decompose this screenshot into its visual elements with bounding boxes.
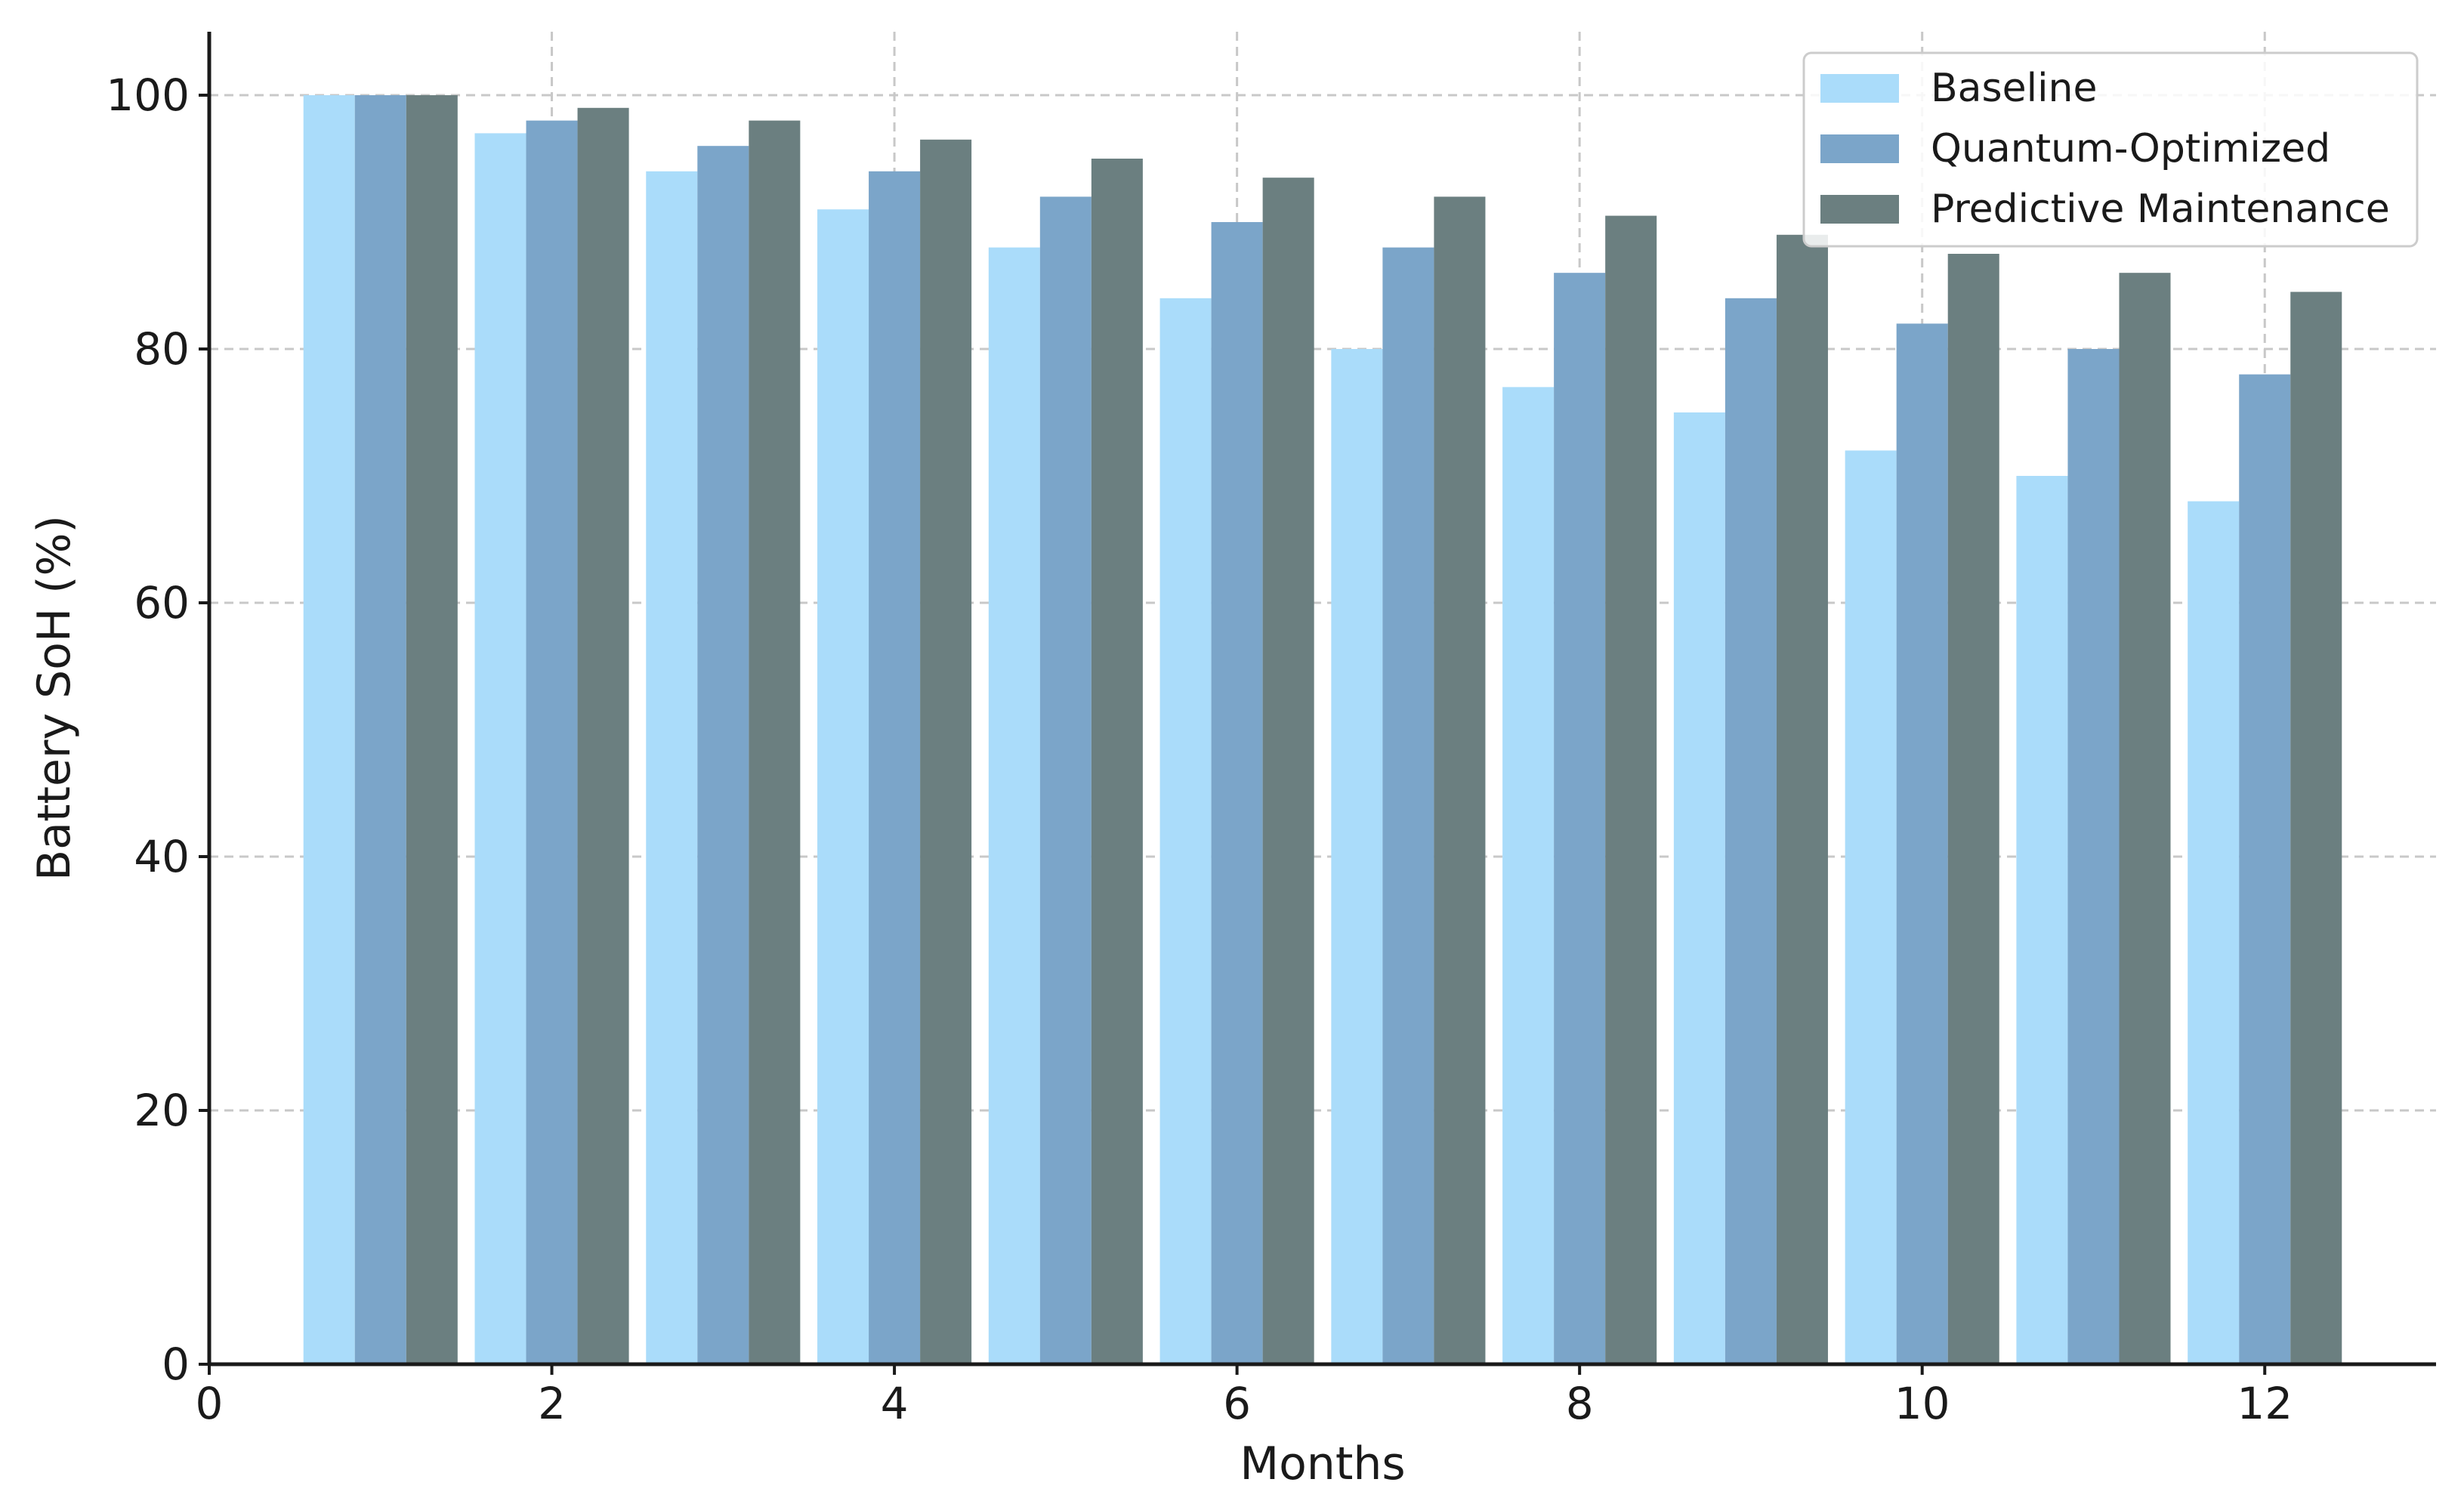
tick-labels: 0 2 4 6 8 10 12 0 20 40 60 80 100 [106, 69, 2293, 1429]
bar [697, 146, 749, 1365]
legend-label: Quantum-Optimized [1931, 126, 2330, 171]
bar [1724, 298, 1777, 1364]
bar [1845, 450, 1897, 1364]
y-tick-label: 20 [134, 1085, 190, 1136]
x-tick-label: 10 [1894, 1378, 1950, 1429]
bar [1382, 247, 1434, 1365]
bar [1331, 349, 1383, 1364]
bar [526, 120, 578, 1365]
legend-label: Predictive Maintenance [1931, 187, 2390, 232]
bar [817, 209, 869, 1365]
bar [303, 95, 355, 1364]
legend: Baseline Quantum-Optimized Predictive Main… [1802, 51, 2419, 248]
y-tick-label: 40 [134, 831, 190, 882]
bars [303, 95, 2342, 1365]
bar [749, 120, 801, 1365]
axes [207, 32, 2436, 1366]
y-tick-label: 60 [134, 577, 190, 628]
x-tick-label: 4 [881, 1378, 909, 1429]
bar [1605, 215, 1657, 1365]
x-axis-label: Months [1240, 1438, 1405, 1490]
bar [354, 95, 406, 1364]
x-tick-label: 12 [2237, 1378, 2293, 1429]
bar [869, 171, 921, 1364]
bar [1262, 178, 1314, 1365]
x-tick-label: 0 [196, 1378, 224, 1429]
bar [474, 133, 526, 1364]
y-tick-label: 100 [106, 69, 190, 121]
bar [2239, 374, 2291, 1365]
legend-swatch [1820, 195, 1899, 224]
x-tick-label: 2 [538, 1378, 566, 1429]
bar [2290, 292, 2342, 1364]
x-tick-label: 6 [1223, 1378, 1251, 1429]
bar [1502, 387, 1555, 1364]
bar [1896, 323, 1948, 1364]
legend-box [1802, 51, 2419, 248]
y-tick-label: 0 [162, 1339, 190, 1390]
bar [577, 107, 629, 1364]
bar [646, 171, 698, 1364]
bar [1776, 234, 1828, 1364]
bar [1673, 412, 1725, 1364]
y-tick-label: 80 [134, 323, 190, 375]
legend-swatch [1820, 74, 1899, 103]
bar [2119, 273, 2171, 1365]
legend-label: Baseline [1931, 66, 2097, 111]
bar [2188, 501, 2240, 1364]
bar [1159, 298, 1212, 1364]
bar [406, 95, 458, 1364]
x-tick-label: 8 [1566, 1378, 1594, 1429]
bar [1039, 196, 1092, 1364]
bar [988, 247, 1040, 1365]
y-axis-label: Battery SoH (%) [28, 515, 81, 881]
bar [1091, 159, 1143, 1364]
bar [2016, 476, 2068, 1364]
bar [1211, 222, 1263, 1364]
bar [1947, 254, 1999, 1364]
bar [2067, 349, 2120, 1364]
bar [920, 139, 972, 1364]
bar [1434, 196, 1486, 1364]
bar [1554, 273, 1606, 1365]
legend-swatch [1820, 134, 1899, 163]
